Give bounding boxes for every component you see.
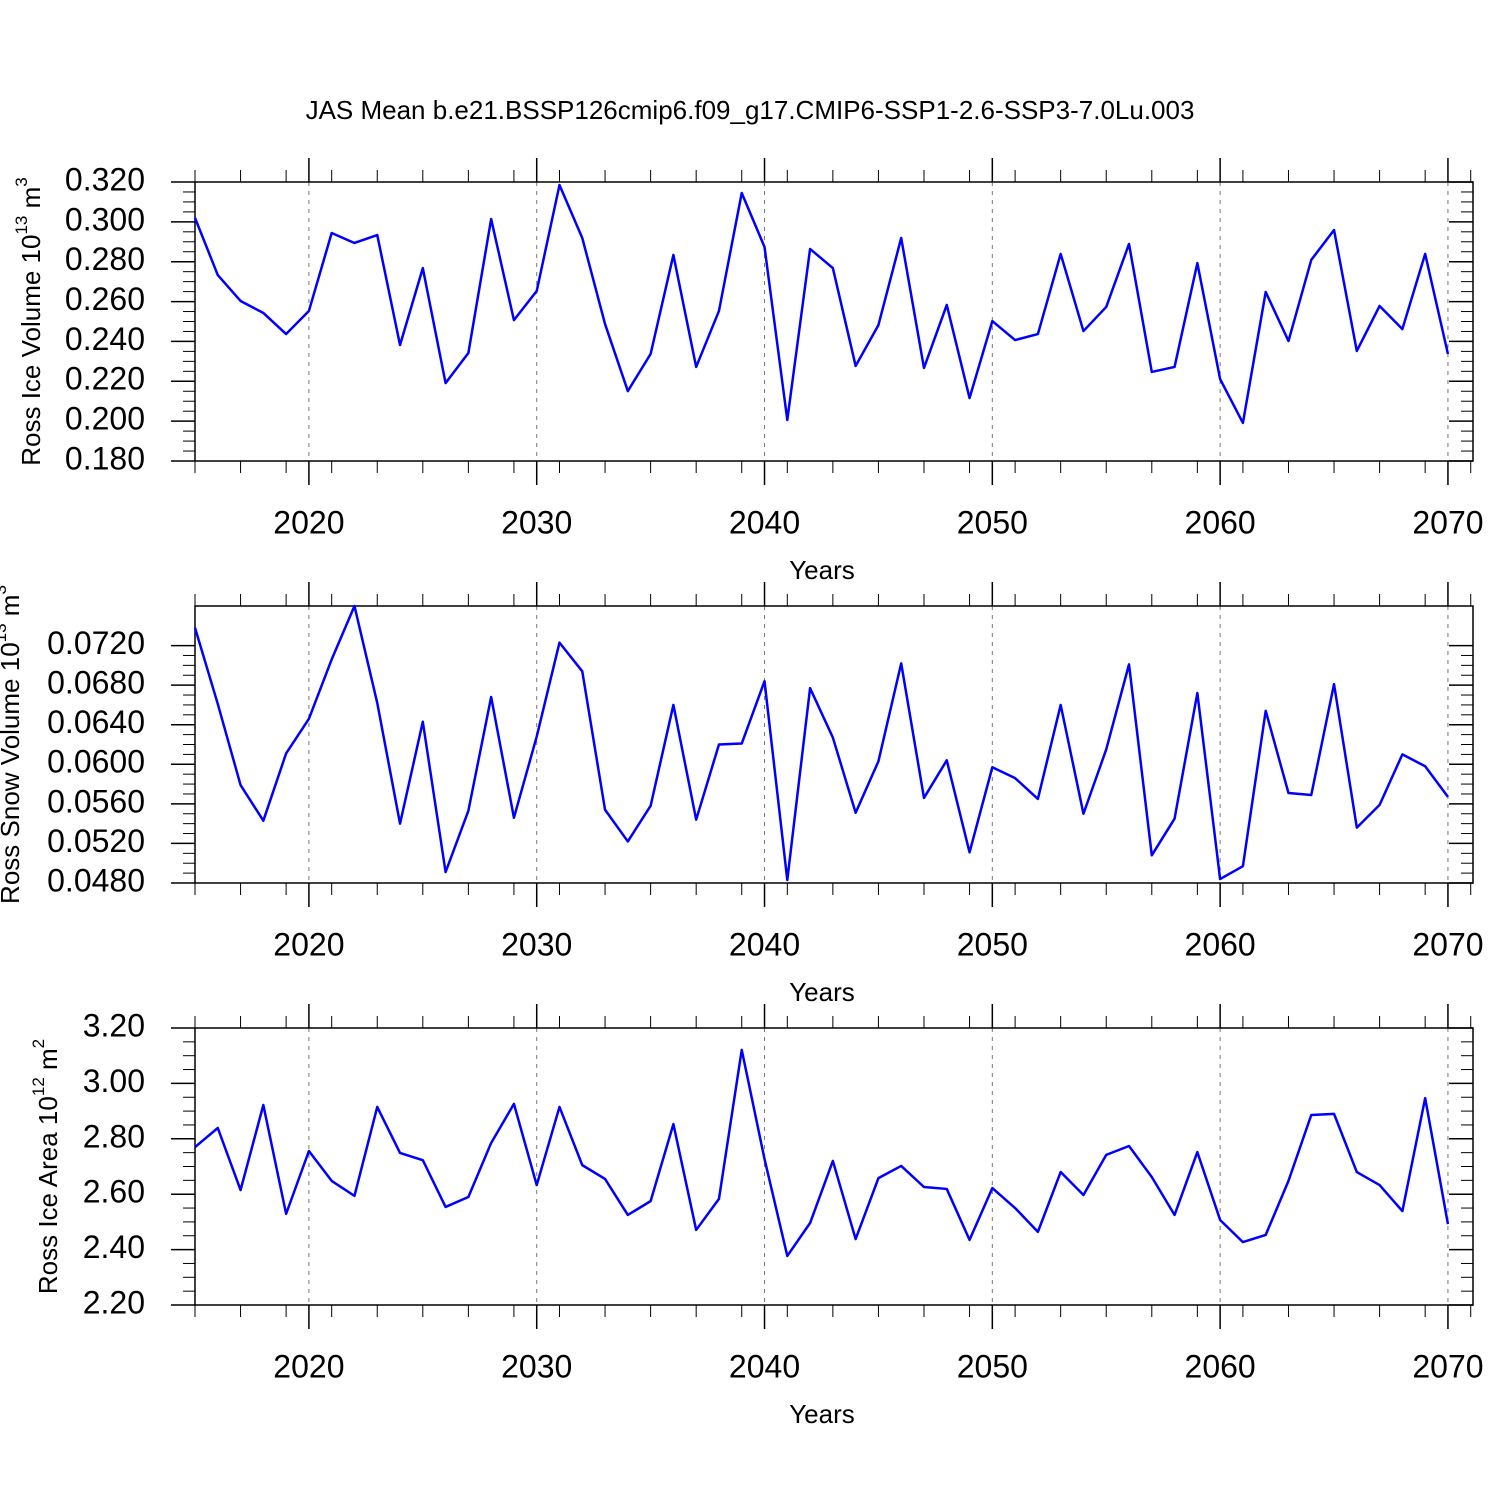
x-tick-label: 2070 (1412, 504, 1483, 540)
panel: JAS Mean b.e21.BSSP126cmip6.f09_g17.CMIP… (12, 95, 1483, 585)
y-tick-label: 2.60 (83, 1174, 145, 1210)
y-axis-label-part: 3 (12, 177, 31, 186)
y-tick-label: 0.0520 (47, 823, 145, 859)
y-tick-label: 0.0680 (47, 665, 145, 701)
x-tick-label: 2060 (1185, 504, 1256, 540)
y-axis-label-part: m (16, 187, 46, 216)
y-axis-label-part: 13 (12, 216, 31, 235)
y-tick-label: 0.240 (65, 321, 145, 357)
y-tick-label: 0.200 (65, 401, 145, 437)
plot-frame (194, 1027, 1474, 1306)
y-tick-label: 0.300 (65, 201, 145, 237)
y-axis-label-part: 2 (29, 1039, 48, 1048)
y-tick-label: 0.260 (65, 281, 145, 317)
y-axis-label-part: 3 (0, 585, 10, 594)
y-tick-label: 0.0600 (47, 744, 145, 780)
x-tick-label: 2030 (501, 504, 572, 540)
y-tick-label: 0.320 (65, 161, 145, 197)
x-tick-label: 2030 (501, 1348, 572, 1384)
data-line (193, 604, 1449, 882)
y-tick-label: 0.180 (65, 440, 145, 476)
y-axis-label: Ross Ice Area 1012 m2 (29, 1039, 62, 1294)
x-tick-label: 2020 (273, 926, 344, 962)
x-tick-label: 2020 (273, 504, 344, 540)
y-axis-label-part: Ross Ice Volume 10 (16, 235, 46, 466)
panel: 2020 2030 2040 2050 2060 2070 2.20 2.40 2.60 2.80… (29, 1004, 1484, 1429)
x-tick-label: 2050 (957, 504, 1028, 540)
y-axis-label: Ross Ice Volume 1013 m3 (12, 177, 45, 466)
plot-frame (194, 605, 1474, 884)
x-tick-label: 2070 (1412, 1348, 1483, 1384)
x-tick-label: 2040 (729, 1348, 800, 1384)
x-tick-label: 2020 (273, 1348, 344, 1384)
y-tick-label: 0.0480 (47, 862, 145, 898)
x-axis-label: Years (789, 555, 855, 585)
x-tick-label: 2060 (1185, 926, 1256, 962)
y-axis-label-part: 12 (29, 1077, 48, 1096)
x-axis-label: Years (789, 1399, 855, 1429)
x-tick-label: 2050 (957, 926, 1028, 962)
y-axis-label-part: m (33, 1048, 63, 1077)
x-axis-label: Years (789, 977, 855, 1007)
y-tick-label: 3.00 (83, 1063, 145, 1099)
y-tick-label: 2.20 (83, 1284, 145, 1320)
y-tick-label: 0.220 (65, 361, 145, 397)
y-tick-label: 0.0720 (47, 625, 145, 661)
y-axis-label-part: Ross Snow Volume 10 (0, 642, 25, 904)
y-axis-label-part: 13 (0, 623, 10, 642)
x-tick-label: 2070 (1412, 926, 1483, 962)
y-tick-label: 0.280 (65, 241, 145, 277)
data-line (193, 183, 1450, 425)
data-line (194, 1048, 1450, 1258)
y-tick-label: 2.40 (83, 1229, 145, 1265)
y-tick-label: 2.80 (83, 1118, 145, 1154)
y-tick-label: 0.0560 (47, 783, 145, 819)
y-tick-label: 3.20 (83, 1007, 145, 1043)
x-tick-label: 2040 (729, 926, 800, 962)
x-tick-label: 2050 (957, 1348, 1028, 1384)
plot-frame (194, 181, 1474, 462)
x-tick-label: 2060 (1185, 1348, 1256, 1384)
x-tick-label: 2040 (729, 504, 800, 540)
chart-title: JAS Mean b.e21.BSSP126cmip6.f09_g17.CMIP… (306, 95, 1195, 125)
y-axis-label-part: m (0, 595, 25, 624)
y-tick-label: 0.0640 (47, 704, 145, 740)
y-axis-label-part: Ross Ice Area 10 (33, 1096, 63, 1294)
x-tick-label: 2030 (501, 926, 572, 962)
y-axis-label: Ross Snow Volume 1013 m3 (0, 585, 25, 904)
